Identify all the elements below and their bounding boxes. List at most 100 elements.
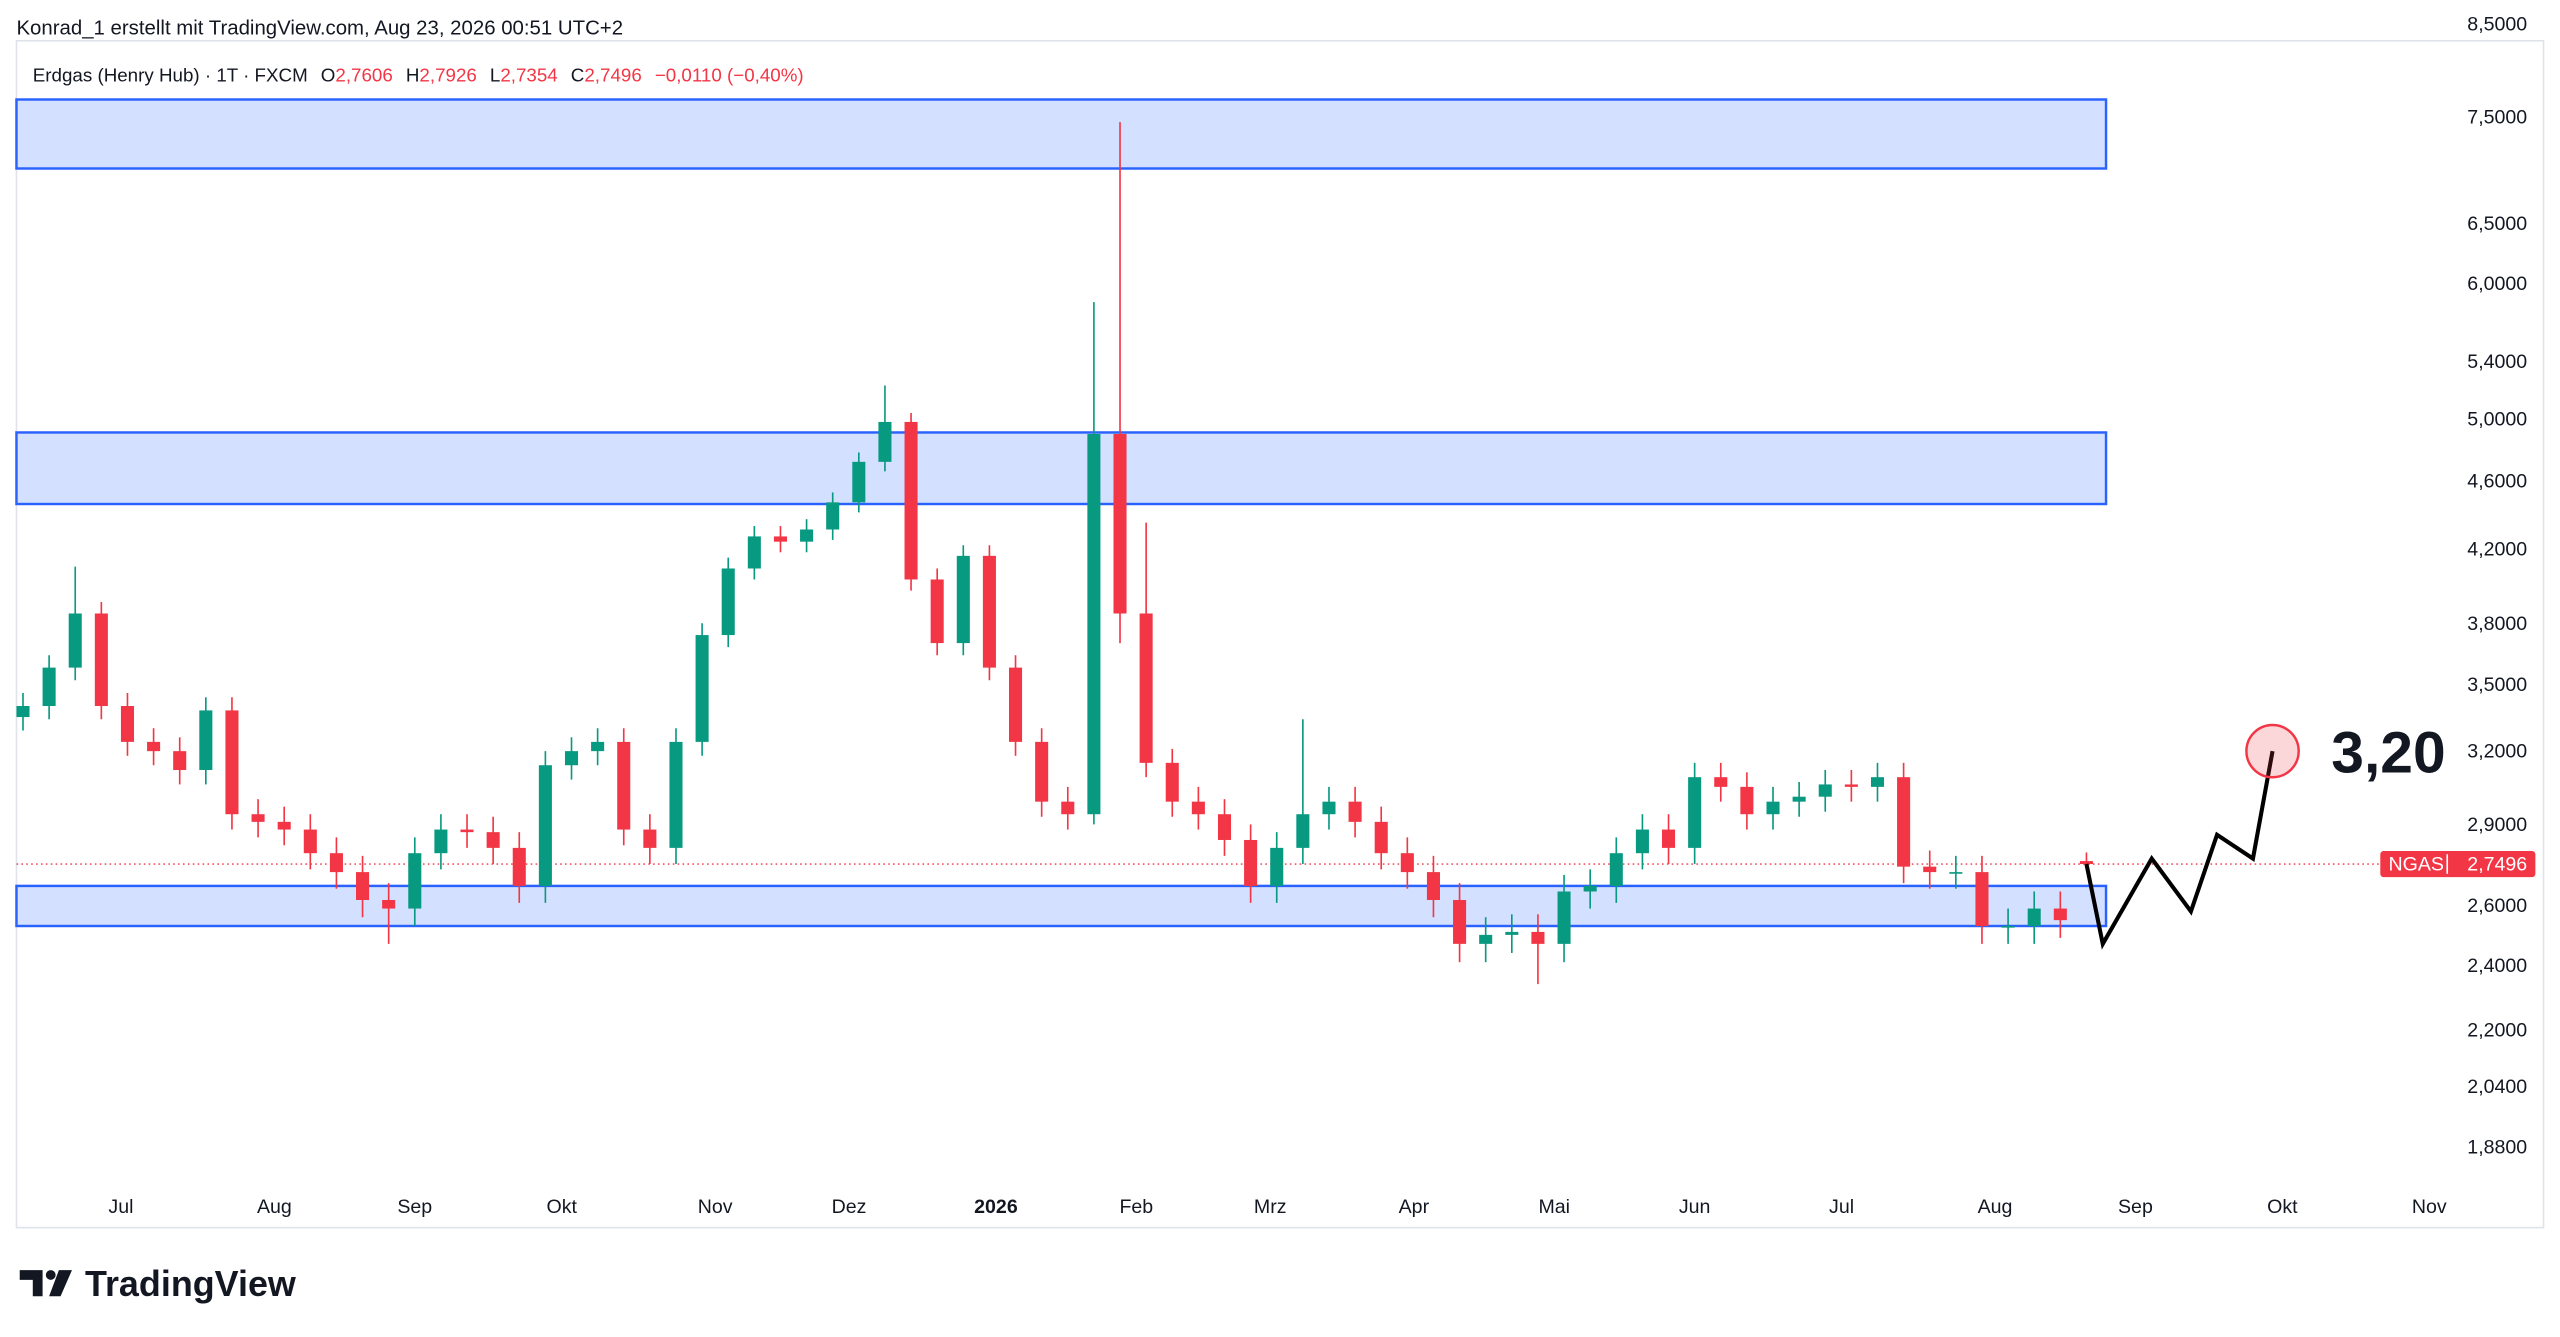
- candle-body: [2027, 908, 2041, 927]
- legend: Erdgas (Henry Hub) · 1T · FXCM O2,7606 H2,…: [33, 65, 804, 86]
- y-tick-label: 3,5000: [2467, 674, 2527, 696]
- x-tick-label: Jun: [1679, 1196, 1711, 1218]
- candle-body: [1583, 885, 1597, 892]
- candle-body: [1792, 796, 1806, 802]
- zone: [15, 98, 2108, 170]
- legend-value: 2,7354: [500, 65, 557, 86]
- legend-value: 2,7926: [419, 65, 476, 86]
- x-tick-label: Aug: [257, 1196, 292, 1218]
- candle-body: [1113, 433, 1127, 614]
- legend-value: 2,7606: [335, 65, 392, 86]
- candle-body: [1688, 777, 1702, 848]
- candle-body: [1426, 872, 1440, 900]
- x-tick-label: Nov: [2412, 1196, 2447, 1218]
- x-tick-label: Feb: [1119, 1196, 1153, 1218]
- candle-body: [251, 814, 265, 822]
- legend-value: 2,7496: [584, 65, 641, 86]
- candle-body: [643, 829, 657, 848]
- candle-body: [512, 847, 526, 886]
- candle-body: [1139, 613, 1153, 763]
- x-tick-label: Dez: [832, 1196, 867, 1218]
- y-tick-label: 7,5000: [2467, 107, 2527, 129]
- candle-body: [1035, 741, 1049, 802]
- candle-body: [1087, 433, 1101, 815]
- y-tick-label: 2,6000: [2467, 895, 2527, 917]
- zone: [15, 431, 2108, 506]
- x-tick-label: Nov: [698, 1196, 733, 1218]
- y-tick-label: 4,6000: [2467, 471, 2527, 493]
- candle-body: [695, 635, 709, 742]
- candle-body: [591, 741, 605, 752]
- candle-body: [982, 555, 996, 668]
- target-marker: [2245, 723, 2300, 779]
- candle-body: [1897, 777, 1911, 867]
- candle-body: [329, 853, 343, 873]
- chart-frame: [15, 39, 2545, 1229]
- candle-body: [147, 741, 161, 752]
- candle-body: [356, 872, 370, 900]
- x-tick-label: Jul: [108, 1196, 133, 1218]
- y-tick-label: 2,0400: [2467, 1076, 2527, 1098]
- x-tick-label: Okt: [2267, 1196, 2298, 1218]
- candle-body: [1453, 899, 1467, 944]
- y-tick-label: 6,0000: [2467, 273, 2527, 295]
- candle-body: [617, 741, 631, 830]
- x-tick-label: Jul: [1829, 1196, 1854, 1218]
- candle-body: [486, 832, 500, 848]
- candle-body: [1479, 934, 1493, 944]
- candle-body: [904, 421, 918, 580]
- candle-body: [1165, 762, 1179, 802]
- candle-body: [852, 461, 866, 503]
- candle-body: [930, 579, 944, 644]
- candle-body: [1348, 801, 1362, 822]
- candle-body: [94, 613, 108, 707]
- candle-body: [747, 536, 761, 569]
- candle-body: [2079, 861, 2093, 865]
- candle-body: [2053, 908, 2067, 921]
- candle-body: [1923, 866, 1937, 873]
- candle-body: [1400, 853, 1414, 873]
- candle-body: [68, 613, 82, 668]
- candle-body: [826, 502, 840, 530]
- candle-body: [120, 706, 134, 742]
- last-price-tag: [2380, 850, 2536, 878]
- x-tick-label: Okt: [546, 1196, 577, 1218]
- candle-body: [721, 568, 735, 636]
- zone: [15, 884, 2108, 928]
- x-tick-label: 2026: [974, 1196, 1018, 1218]
- candle-body: [1374, 821, 1388, 854]
- y-tick-label: 5,0000: [2467, 408, 2527, 430]
- y-tick-label: 2,9000: [2467, 814, 2527, 836]
- last-price-label: 2,7496: [2467, 854, 2527, 876]
- x-tick-label: Apr: [1399, 1196, 1430, 1218]
- candle-body: [956, 555, 970, 644]
- candle-body: [1322, 801, 1336, 815]
- projection-path: [2084, 750, 2275, 950]
- candle-body: [225, 710, 239, 815]
- candle-body: [434, 829, 448, 854]
- candle-body: [303, 829, 317, 854]
- candle-body: [1191, 801, 1205, 815]
- candle-body: [564, 751, 579, 766]
- y-tick-label: 3,8000: [2467, 613, 2527, 635]
- brand: TradingView: [85, 1263, 296, 1304]
- legend-key: H: [406, 65, 420, 86]
- x-tick-label: Aug: [1978, 1196, 2013, 1218]
- y-tick-label: 1,8800: [2467, 1137, 2527, 1159]
- candle-body: [408, 853, 422, 909]
- candle-body: [878, 421, 892, 462]
- last-price-symbol: NGAS: [2388, 854, 2443, 876]
- candle-body: [1662, 829, 1676, 848]
- y-tick-label: 6,5000: [2467, 213, 2527, 235]
- x-tick-label: Mai: [1538, 1196, 1570, 1218]
- legend-key: O: [321, 65, 336, 86]
- y-tick-label: 5,4000: [2467, 351, 2527, 373]
- candle-body: [199, 710, 213, 770]
- candle-body: [1949, 872, 1963, 874]
- candle-body: [800, 529, 814, 542]
- candle-body: [1975, 872, 1989, 927]
- candle-body: [538, 765, 552, 886]
- candle-body: [2001, 926, 2015, 928]
- y-tick-label: 3,2000: [2467, 741, 2527, 763]
